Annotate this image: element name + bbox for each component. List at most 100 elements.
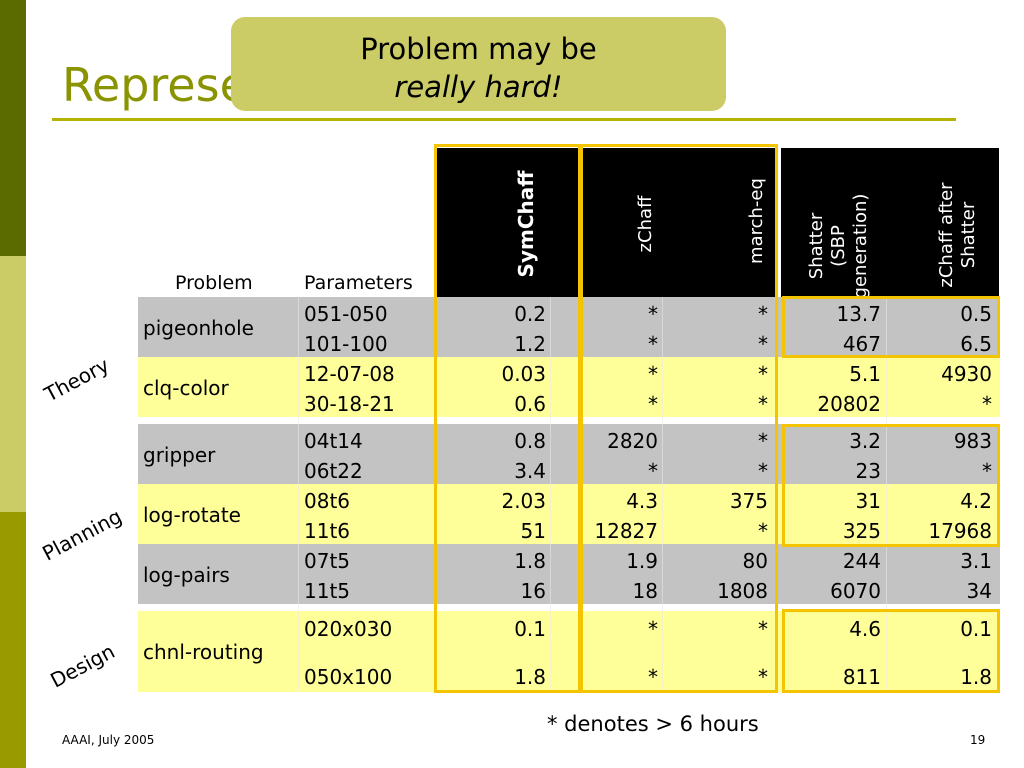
cell-zchaff-after-shatter: 0.1 [960,617,992,641]
cell-symchaff: 0.1 [514,617,546,641]
cell-params: 11t5 [304,579,351,603]
left-band-light [0,256,26,512]
cell-shatter: 811 [842,665,881,689]
cell-zchaff: 2820 [607,429,658,453]
cell-shatter: 20802 [817,392,881,416]
cell-zchaff-after-shatter: 3.1 [960,549,992,573]
cell-zchaff-after-shatter: * [982,392,992,416]
cell-shatter: 31 [855,489,881,513]
callout-box: Problem may be really hard! [231,17,726,111]
cell-symchaff: 1.2 [514,332,546,356]
cell-march-eq: * [758,519,768,543]
cell-zchaff: * [648,362,658,386]
cell-zchaff: 1.9 [626,549,658,573]
row-band-gripper [138,424,1000,484]
cell-shatter: 244 [842,549,881,573]
footer-venue: AAAI, July 2005 [62,733,155,747]
cell-symchaff: 0.8 [514,429,546,453]
cell-params: 30-18-21 [304,392,395,416]
callout-line-1: Problem may be [360,32,597,66]
highlight-box-symchaff [434,144,581,693]
header-black-right [781,148,999,297]
group-label-design: Design [46,638,119,693]
problem-name: log-rotate [143,503,241,527]
cell-symchaff: 0.2 [514,302,546,326]
cell-march-eq: * [758,617,768,641]
problem-name: chnl-routing [143,640,264,664]
cell-shatter: 4.6 [849,617,881,641]
header-problem: Problem [175,272,253,294]
cell-march-eq: * [758,332,768,356]
cell-params: 07t5 [304,549,351,573]
cell-zchaff-after-shatter: 6.5 [960,332,992,356]
problem-name: log-pairs [143,563,230,587]
cell-zchaff: 12827 [594,519,658,543]
cell-params: 06t22 [304,459,363,483]
cell-zchaff-after-shatter: * [982,459,992,483]
cell-symchaff: 0.6 [514,392,546,416]
callout-line-2: really hard! [394,70,563,104]
column-separator [662,296,663,692]
cell-params: 08t6 [304,489,351,513]
cell-symchaff: 1.8 [514,665,546,689]
cell-march-eq: * [758,665,768,689]
cell-params: 11t6 [304,519,351,543]
cell-shatter: 5.1 [849,362,881,386]
row-band-chnl-routing [138,611,1000,692]
row-band-pigeonhole [138,297,1000,357]
cell-symchaff: 2.03 [501,489,546,513]
cell-params: 051-050 [304,302,388,326]
row-band-log-pairs [138,544,1000,604]
cell-zchaff: * [648,617,658,641]
cell-params: 050x100 [304,665,393,689]
cell-zchaff-after-shatter: 34 [966,579,992,603]
cell-march-eq: * [758,429,768,453]
footnote: * denotes > 6 hours [547,712,759,736]
cell-symchaff: 3.4 [514,459,546,483]
problem-name: clq-color [143,376,229,400]
column-separator [298,296,299,692]
cell-zchaff-after-shatter: 1.8 [960,665,992,689]
footer-page-number: 19 [970,733,986,747]
cell-params: 04t14 [304,429,363,453]
column-separator [886,296,887,692]
header-shatter: Shatter (SBP generation) [806,193,871,299]
cell-params: 020x030 [304,617,393,641]
group-label-theory: Theory [40,352,113,407]
cell-shatter: 13.7 [836,302,881,326]
header-parameters: Parameters [304,272,413,294]
cell-zchaff: * [648,302,658,326]
header-black-left [437,148,775,297]
cell-march-eq: * [758,392,768,416]
left-band-dark [0,0,26,256]
cell-shatter: 3.2 [849,429,881,453]
column-separator [550,296,551,692]
cell-march-eq: 1808 [717,579,768,603]
problem-name: gripper [143,443,216,467]
highlight-box-design [782,609,1000,693]
problem-name: pigeonhole [143,316,254,340]
cell-zchaff-after-shatter: 983 [953,429,992,453]
cell-march-eq: 375 [729,489,768,513]
cell-params: 101-100 [304,332,388,356]
cell-march-eq: * [758,362,768,386]
row-band-log-rotate [138,484,1000,544]
cell-shatter: 467 [842,332,881,356]
title-underline [52,118,956,121]
cell-zchaff-after-shatter: 17968 [928,519,992,543]
cell-march-eq: 80 [742,549,768,573]
cell-zchaff-after-shatter: 4.2 [960,489,992,513]
cell-march-eq: * [758,302,768,326]
row-band-clq-color [138,357,1000,417]
cell-march-eq: * [758,459,768,483]
cell-zchaff: * [648,665,658,689]
cell-symchaff: 16 [520,579,546,603]
cell-symchaff: 1.8 [514,549,546,573]
cell-params: 12-07-08 [304,362,395,386]
header-zchaff-after-shatter: zChaff after Shatter [936,182,979,288]
left-band-olive [0,512,26,768]
group-label-planning: Planning [38,503,126,566]
cell-zchaff: 4.3 [626,489,658,513]
cell-zchaff-after-shatter: 0.5 [960,302,992,326]
cell-shatter: 325 [842,519,881,543]
